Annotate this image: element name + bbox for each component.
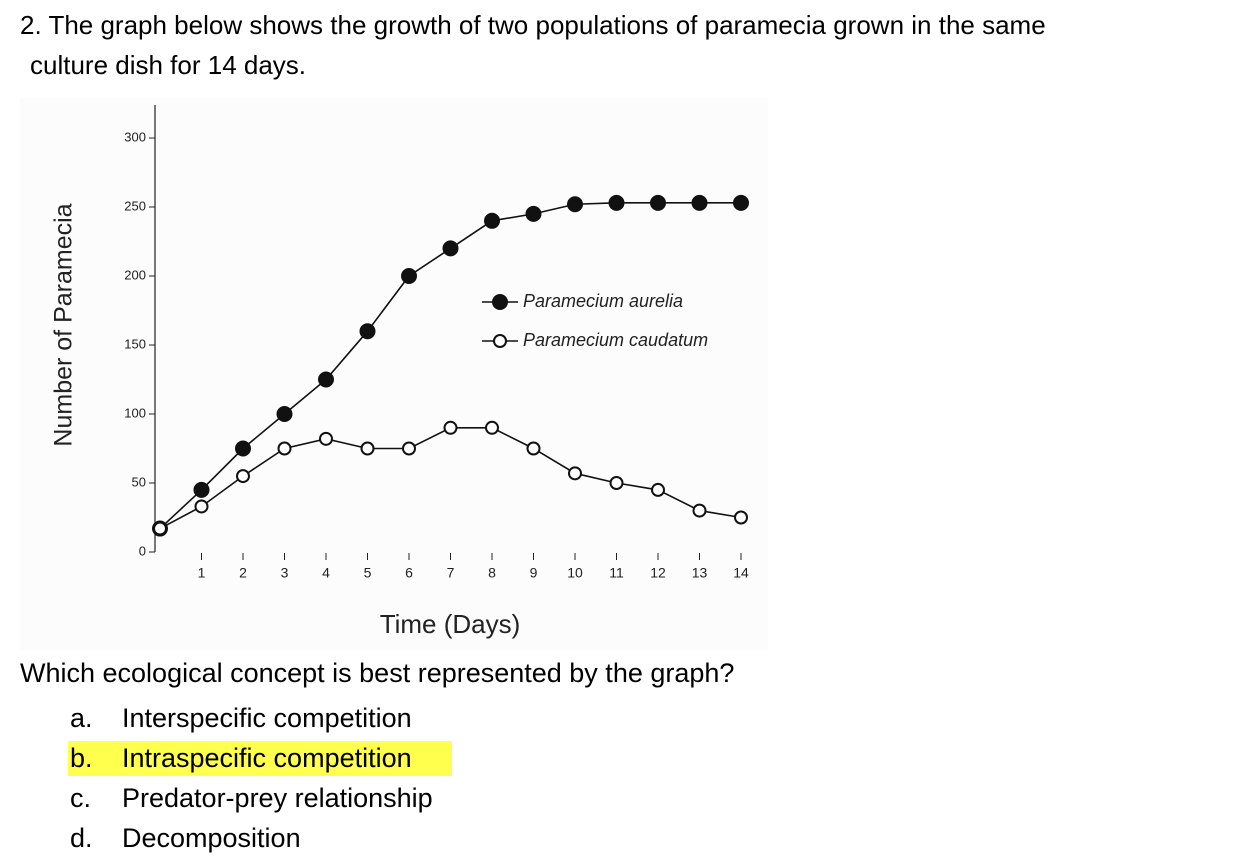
data-point bbox=[526, 441, 541, 456]
x-tick-label: 7 bbox=[447, 565, 455, 581]
chart-background bbox=[20, 98, 768, 650]
y-tick-label: 250 bbox=[124, 198, 146, 213]
data-point bbox=[525, 205, 542, 222]
x-tick-label: 4 bbox=[322, 565, 330, 581]
x-tick-label: 8 bbox=[488, 565, 496, 581]
data-point bbox=[733, 194, 749, 211]
data-point bbox=[692, 503, 707, 518]
prompt: Which ecological concept is best represe… bbox=[20, 658, 735, 688]
question-line: culture dish for 14 days. bbox=[30, 50, 307, 80]
y-tick-label: 300 bbox=[124, 129, 146, 144]
data-point bbox=[153, 521, 167, 536]
data-point bbox=[734, 510, 748, 525]
data-point bbox=[442, 240, 459, 257]
x-axis-title: Time (Days) bbox=[380, 609, 521, 639]
option-text: Decomposition bbox=[122, 823, 301, 853]
option-text: Predator-prey relationship bbox=[122, 783, 433, 813]
data-point bbox=[567, 196, 583, 213]
data-point bbox=[608, 194, 625, 211]
data-point bbox=[194, 499, 209, 514]
x-tick-label: 9 bbox=[530, 565, 538, 581]
question-line: 2. The graph below shows the growth of t… bbox=[20, 10, 1046, 40]
x-tick-label: 1 bbox=[198, 565, 206, 581]
data-point bbox=[236, 469, 250, 484]
legend-label: Paramecium aurelia bbox=[523, 291, 683, 311]
x-tick-label: 2 bbox=[239, 565, 247, 581]
data-point bbox=[650, 194, 666, 211]
option-letter: c. bbox=[70, 783, 92, 813]
data-point bbox=[277, 441, 292, 456]
data-point bbox=[359, 323, 376, 340]
x-tick-label: 13 bbox=[692, 565, 708, 581]
legend-marker bbox=[492, 294, 508, 310]
y-tick-label: 150 bbox=[124, 336, 146, 351]
data-point bbox=[318, 371, 334, 388]
x-tick-label: 11 bbox=[609, 565, 624, 581]
option-letter: b. bbox=[70, 743, 93, 773]
option-text: Interspecific competition bbox=[122, 703, 412, 733]
legend-label: Paramecium caudatum bbox=[523, 330, 708, 350]
x-tick-label: 14 bbox=[733, 565, 749, 581]
data-point bbox=[193, 481, 210, 498]
x-tick-label: 10 bbox=[567, 565, 583, 581]
data-point bbox=[443, 420, 458, 435]
y-tick-label: 200 bbox=[124, 267, 146, 282]
y-tick-label: 100 bbox=[124, 405, 146, 420]
data-point bbox=[651, 482, 665, 497]
data-point bbox=[360, 441, 375, 456]
data-point bbox=[609, 476, 624, 490]
x-tick-label: 12 bbox=[650, 565, 666, 581]
data-point bbox=[402, 441, 416, 456]
x-tick-label: 3 bbox=[281, 565, 289, 581]
data-point bbox=[485, 420, 499, 435]
data-point bbox=[235, 440, 251, 457]
option-letter: a. bbox=[70, 703, 93, 733]
option-text: Intraspecific competition bbox=[122, 743, 412, 773]
data-point bbox=[401, 268, 417, 284]
x-tick-label: 5 bbox=[364, 565, 372, 581]
y-tick-label: 50 bbox=[132, 474, 146, 489]
highlight bbox=[68, 741, 452, 776]
option-letter: d. bbox=[70, 823, 93, 853]
data-point bbox=[568, 466, 582, 481]
legend-marker bbox=[493, 334, 507, 348]
y-axis-title: Number of Paramecia bbox=[50, 203, 78, 446]
data-point bbox=[691, 194, 708, 211]
x-tick-label: 6 bbox=[405, 565, 413, 581]
data-point bbox=[276, 406, 293, 422]
data-point bbox=[319, 431, 333, 446]
data-point bbox=[484, 212, 500, 229]
y-tick-label: 0 bbox=[139, 543, 146, 558]
